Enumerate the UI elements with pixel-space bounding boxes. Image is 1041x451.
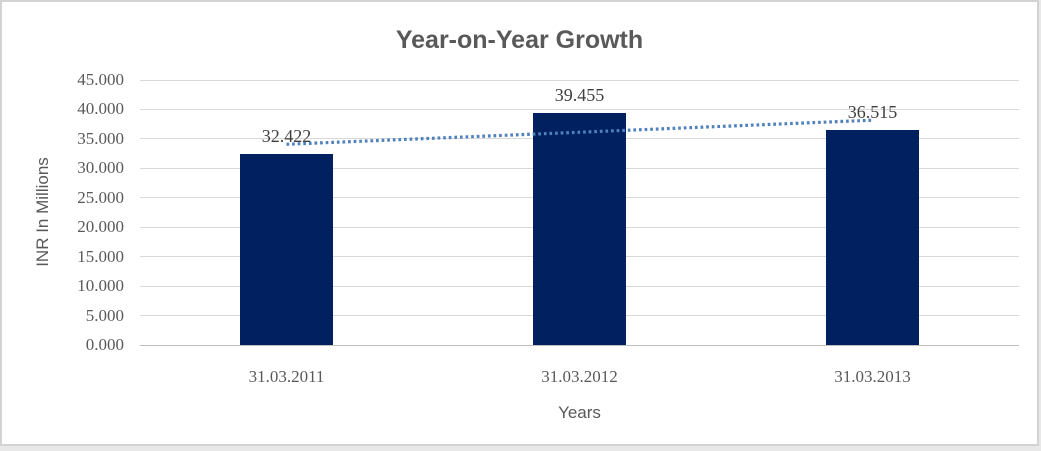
gridline — [140, 79, 1019, 81]
gridline — [140, 108, 1019, 110]
y-tick-label: 35.000 — [77, 128, 124, 148]
y-tick-label: 10.000 — [77, 276, 124, 296]
x-axis-line — [140, 344, 1019, 346]
bar-value-label: 39.455 — [554, 84, 605, 105]
y-tick-label: 25.000 — [77, 187, 124, 207]
bar — [826, 129, 919, 345]
bar — [533, 112, 626, 345]
y-tick-label: 40.000 — [77, 99, 124, 119]
bar-value-label: 36.515 — [847, 101, 898, 122]
x-tick-label: 31.03.2012 — [541, 367, 618, 386]
y-tick-label: 45.000 — [77, 70, 124, 89]
bar-value-label: 32.422 — [261, 126, 312, 147]
x-axis-title: Years — [558, 403, 601, 422]
y-tick-label: 5.000 — [85, 305, 124, 325]
y-tick-label: 0.000 — [85, 335, 124, 354]
y-tick-label: 20.000 — [77, 217, 124, 237]
x-tick-label: 31.03.2013 — [834, 367, 911, 386]
y-tick-label: 30.000 — [77, 158, 124, 178]
bar — [240, 154, 333, 345]
y-tick-label: 15.000 — [77, 246, 124, 266]
x-tick-label: 31.03.2011 — [248, 367, 325, 386]
chart-title: Year-on-Year Growth — [395, 26, 644, 54]
